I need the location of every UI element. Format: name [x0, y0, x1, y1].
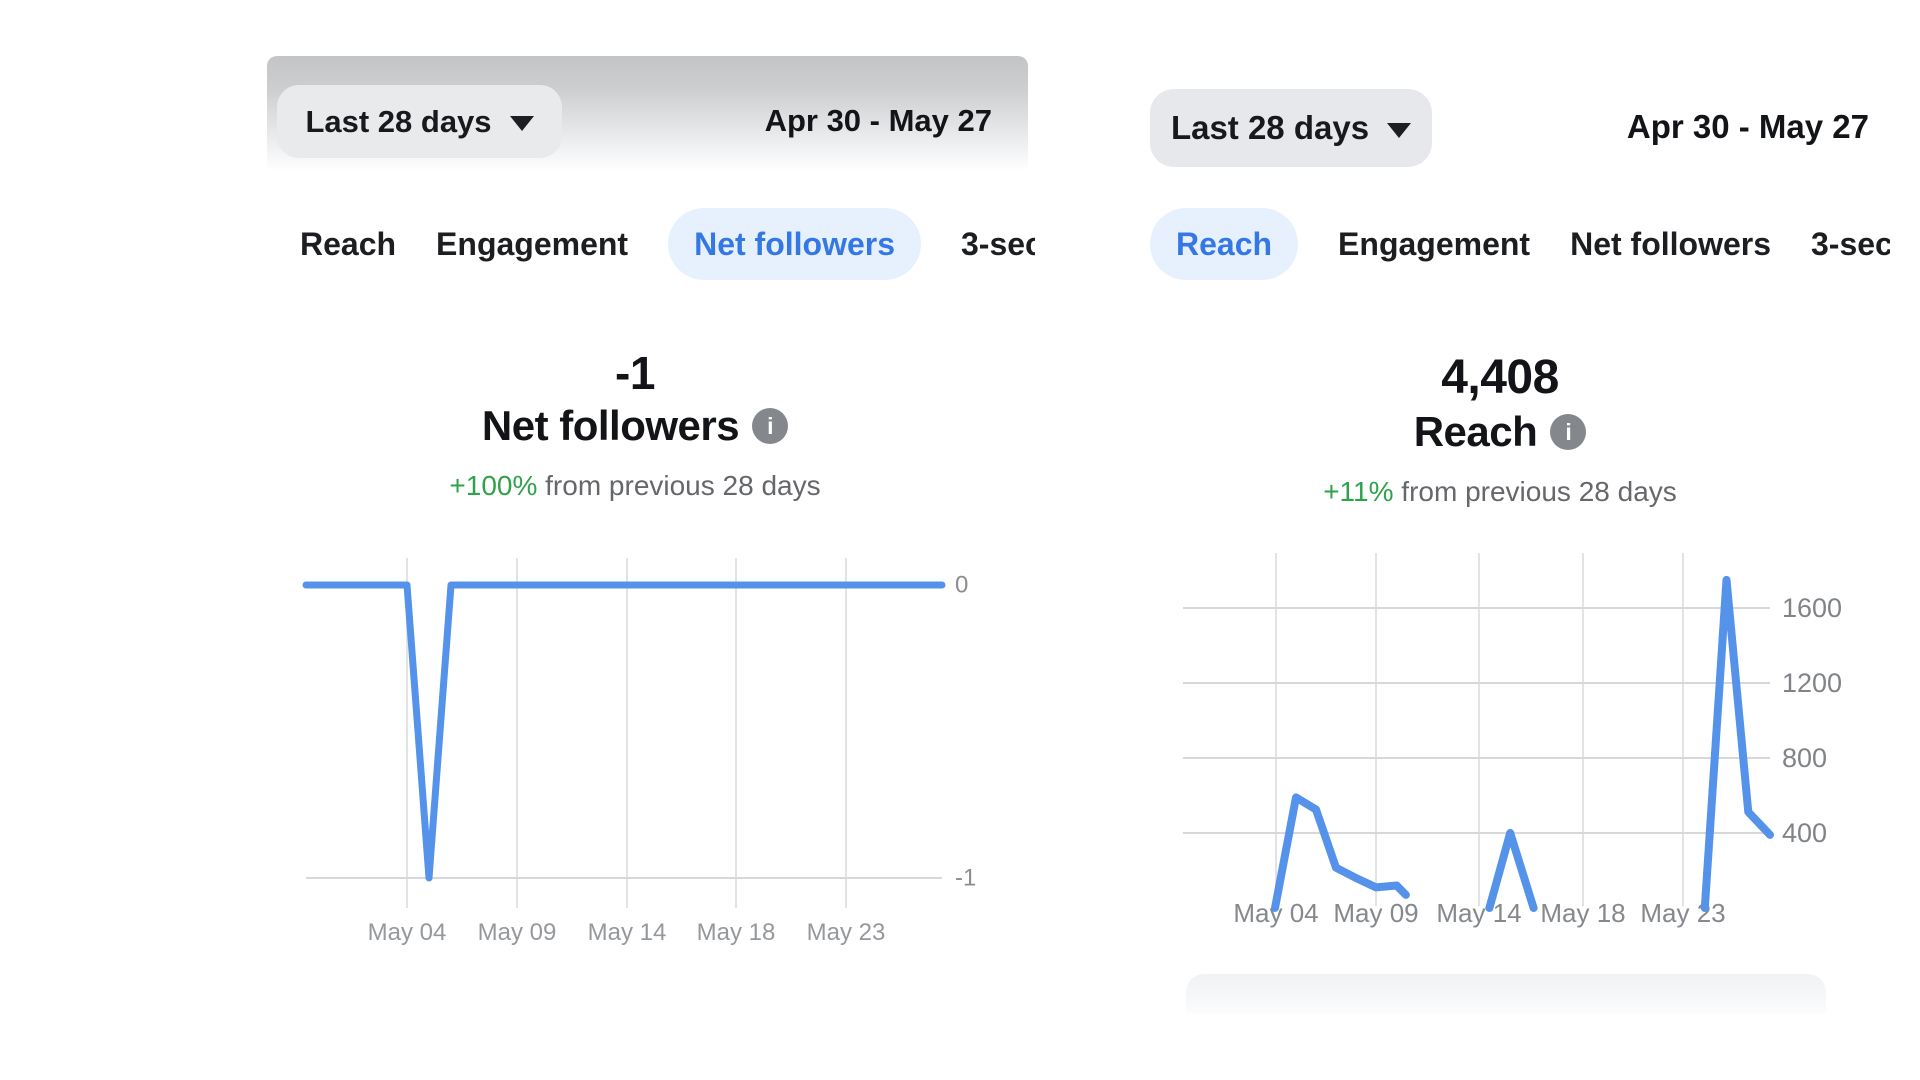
- tab-reach[interactable]: Reach: [300, 208, 396, 280]
- tab-net-followers[interactable]: Net followers: [1570, 208, 1771, 280]
- svg-text:May 18: May 18: [1540, 898, 1625, 928]
- svg-text:May 14: May 14: [1436, 898, 1521, 928]
- metric-value: -1: [615, 347, 655, 399]
- svg-text:400: 400: [1782, 818, 1827, 848]
- metric-tabs: Reach Engagement Net followers 3-sec: [1140, 208, 1890, 280]
- chevron-down-icon: [509, 116, 534, 131]
- tab-reach[interactable]: Reach: [1150, 208, 1299, 280]
- date-range-dropdown-label: Last 28 days: [1170, 109, 1370, 146]
- metric-title-row: Net followers i: [481, 400, 789, 452]
- tab-engagement[interactable]: Engagement: [1338, 208, 1530, 280]
- tab-net-followers[interactable]: Net followers: [668, 208, 921, 280]
- delta-percent: +11%: [1323, 476, 1394, 507]
- svg-text:May 14: May 14: [588, 919, 667, 946]
- delta-percent: +100%: [449, 470, 538, 501]
- metric-headline: -1 Net followers i +100% from previous 2…: [265, 346, 1005, 504]
- delta-caption: from previous 28 days: [537, 470, 821, 501]
- date-range-dropdown[interactable]: Last 28 days: [277, 85, 562, 158]
- svg-text:May 18: May 18: [697, 919, 776, 946]
- tab-engagement[interactable]: Engagement: [436, 208, 628, 280]
- svg-text:May 23: May 23: [807, 919, 886, 946]
- metric-title-row: Reach i: [1414, 406, 1587, 458]
- info-icon[interactable]: i: [1550, 414, 1587, 450]
- metric-headline: 4,408 Reach i +11% from previous 28 days: [1140, 350, 1860, 510]
- date-range-dropdown[interactable]: Last 28 days: [1150, 89, 1432, 167]
- tab-3-sec[interactable]: 3-sec: [1811, 208, 1890, 280]
- tab-3-sec[interactable]: 3-sec: [961, 208, 1035, 280]
- info-icon[interactable]: i: [752, 408, 789, 444]
- svg-text:800: 800: [1782, 743, 1827, 773]
- reach-chart: May 04 May 09 May 14 May 18 May 231600120080…: [1183, 553, 1842, 928]
- metric-delta: +100% from previous 28 days: [265, 468, 1005, 504]
- metric-title: Net followers: [481, 402, 740, 449]
- svg-text:May 09: May 09: [478, 919, 557, 946]
- chevron-down-icon: [1387, 122, 1412, 138]
- delta-caption: from previous 28 days: [1393, 476, 1677, 507]
- svg-text:-1: -1: [955, 865, 976, 892]
- metric-value: 4,408: [1441, 351, 1559, 404]
- svg-text:May 09: May 09: [1333, 898, 1418, 928]
- date-range-text: Apr 30 - May 27: [764, 103, 992, 138]
- net-followers-panel: May 04 May 09 May 14 May 18 May 23 0 -1 Last 2…: [265, 50, 1035, 990]
- metric-tabs: Reach Engagement Net followers 3-sec: [265, 208, 1035, 280]
- svg-text:1600: 1600: [1782, 593, 1842, 623]
- next-card-top-edge: [1186, 974, 1826, 1014]
- svg-text:May 04: May 04: [368, 919, 447, 946]
- svg-text:0: 0: [955, 572, 968, 599]
- svg-text:1200: 1200: [1782, 668, 1842, 698]
- svg-text:May 23: May 23: [1640, 898, 1725, 928]
- date-range-text: Apr 30 - May 27: [1626, 108, 1869, 145]
- metric-delta: +11% from previous 28 days: [1140, 474, 1860, 510]
- net-followers-chart: May 04 May 09 May 14 May 18 May 23 0 -1: [302, 558, 976, 946]
- metric-title: Reach: [1413, 408, 1538, 455]
- date-range-dropdown-label: Last 28 days: [305, 103, 492, 139]
- reach-panel: May 04 May 09 May 14 May 18 May 23 1600 1200 80…: [1140, 50, 1890, 1030]
